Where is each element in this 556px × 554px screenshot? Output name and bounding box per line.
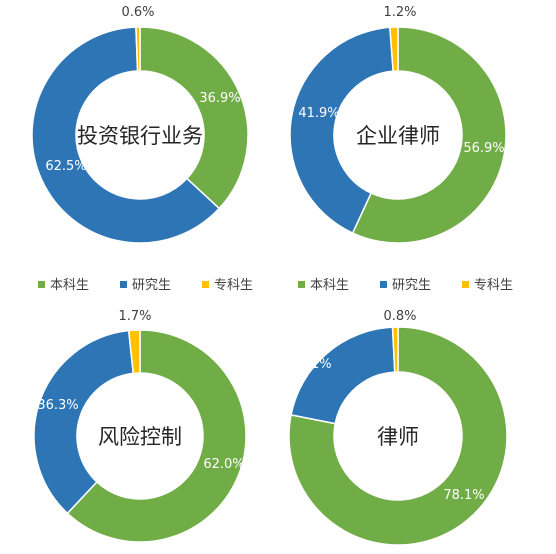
data-label: 0.6% [121,5,154,20]
chart-title: 投资银行业务 [77,124,203,148]
legend-label: 研究生 [132,278,171,293]
slice-研究生 [289,26,394,235]
slice-专科生 [389,26,399,72]
data-label: 62.0% [203,457,244,472]
slice-专科生 [127,329,141,375]
donut-chart-4: 78.1% 21.1% 0.8% 律师 [288,309,508,546]
legend-swatch [380,281,387,288]
chart-title: 企业律师 [356,124,440,148]
legend-swatch [298,281,305,288]
donut-chart-3: 62.0% 36.3% 1.7% 风险控制 [33,309,247,543]
slice-本科生 [288,326,508,546]
data-label: 1.2% [383,5,416,20]
legend-label: 本科生 [310,278,349,293]
legend: 本科生 研究生 专科生 [298,278,513,293]
legend-swatch [120,281,127,288]
legend: 本科生 研究生 专科生 [38,278,253,293]
data-label: 41.9% [298,106,339,121]
data-label: 36.9% [199,91,240,106]
slice-本科生 [351,26,507,244]
data-label: 78.1% [443,488,484,503]
data-label: 56.9% [463,141,504,156]
data-label: 62.5% [45,159,86,174]
donut-chart-2: 56.9% 41.9% 1.2% 企业律师 [289,5,507,244]
legend-swatch [38,281,45,288]
legend-label: 本科生 [50,278,89,293]
legend-label: 专科生 [214,278,253,293]
data-label: 1.7% [118,309,151,324]
slice-专科生 [135,26,141,72]
legend-swatch [202,281,209,288]
legend-label: 研究生 [392,278,431,293]
donut-chart-1: 36.9% 62.5% 0.6% 投资银行业务 [31,5,249,244]
chart-title: 律师 [377,425,419,449]
slice-专科生 [391,326,399,373]
slice-本科生 [139,26,249,210]
data-label: 36.3% [37,398,78,413]
legend-label: 专科生 [474,278,513,293]
data-label: 0.8% [383,309,416,324]
slice-研究生 [290,326,396,425]
data-label: 21.1% [290,357,331,372]
chart-title: 风险控制 [98,425,182,449]
legend-swatch [462,281,469,288]
slice-本科生 [66,329,247,543]
slice-研究生 [31,26,221,244]
slice-研究生 [33,329,135,515]
